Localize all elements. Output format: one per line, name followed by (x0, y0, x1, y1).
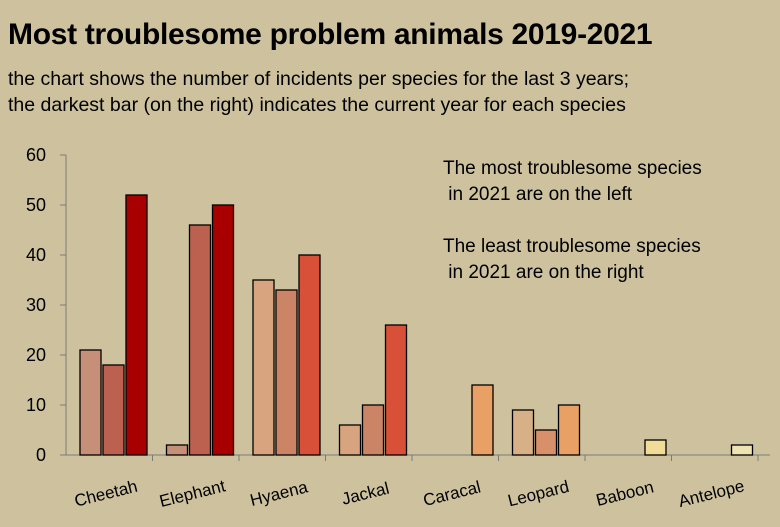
chart-title: Most troublesome problem animals 2019-20… (8, 18, 653, 51)
annotation-1-line-2: in 2021 are on the left (443, 184, 633, 205)
bar-cheetah-2 (102, 364, 125, 456)
chart-subtitle-line-1: the chart shows the number of incidents … (8, 68, 630, 90)
y-tick-label: 30 (26, 295, 46, 315)
x-tick-label-cheetah: Cheetah (72, 477, 139, 511)
chart-subtitle-line-2: the darkest bar (on the right) indicates… (8, 94, 626, 116)
bar-hyaena-1 (252, 279, 275, 456)
x-tick-label-antelope: Antelope (677, 476, 747, 511)
y-tick-label: 20 (26, 345, 46, 365)
bars-group (79, 194, 754, 456)
bar-caracal-3 (471, 384, 494, 456)
annotation-least-troublesome: The least troublesome species in 2021 ar… (443, 234, 701, 286)
bar-jackal-3 (384, 324, 408, 456)
y-tick-label: 60 (26, 145, 46, 165)
bar-jackal-1 (338, 424, 362, 456)
x-tick-label-elephant: Elephant (158, 476, 228, 511)
x-tick-label-hyaena: Hyaena (248, 477, 310, 510)
bar-elephant-1 (165, 444, 189, 456)
bar-elephant-3 (211, 204, 235, 456)
bar-leopard-3 (557, 404, 581, 456)
x-tick-label-caracal: Caracal (421, 477, 482, 510)
bar-jackal-2 (361, 404, 385, 456)
bar-cheetah-3 (125, 194, 148, 456)
y-tick-label: 10 (26, 395, 46, 415)
bar-leopard-1 (511, 409, 535, 456)
bar-baboon-3 (644, 439, 667, 456)
x-tick-label-jackal: Jackal (340, 479, 391, 509)
annotation-1-line-1: The most troublesome species (443, 158, 702, 179)
bar-hyaena-2 (275, 289, 298, 456)
y-tick-label: 0 (36, 445, 46, 465)
x-axis: Cheetah Elephant Hyaena Jackal Caracal Leopar… (66, 454, 770, 511)
bar-hyaena-3 (298, 254, 321, 456)
annotation-2-line-1: The least troublesome species (443, 236, 701, 257)
bar-leopard-2 (534, 429, 558, 456)
annotation-2-line-2: in 2021 are on the right (443, 262, 644, 283)
y-tick-label: 50 (26, 195, 46, 215)
bar-antelope-3 (730, 444, 754, 456)
bar-cheetah-1 (79, 349, 102, 456)
y-tick-label: 40 (26, 245, 46, 265)
x-tick-label-baboon: Baboon (594, 477, 655, 510)
bar-elephant-2 (188, 224, 212, 456)
y-axis: 0 10 20 30 40 50 60 (26, 145, 67, 465)
annotation-most-troublesome: The most troublesome species in 2021 are… (443, 156, 702, 208)
x-tick-label-leopard: Leopard (506, 477, 571, 511)
